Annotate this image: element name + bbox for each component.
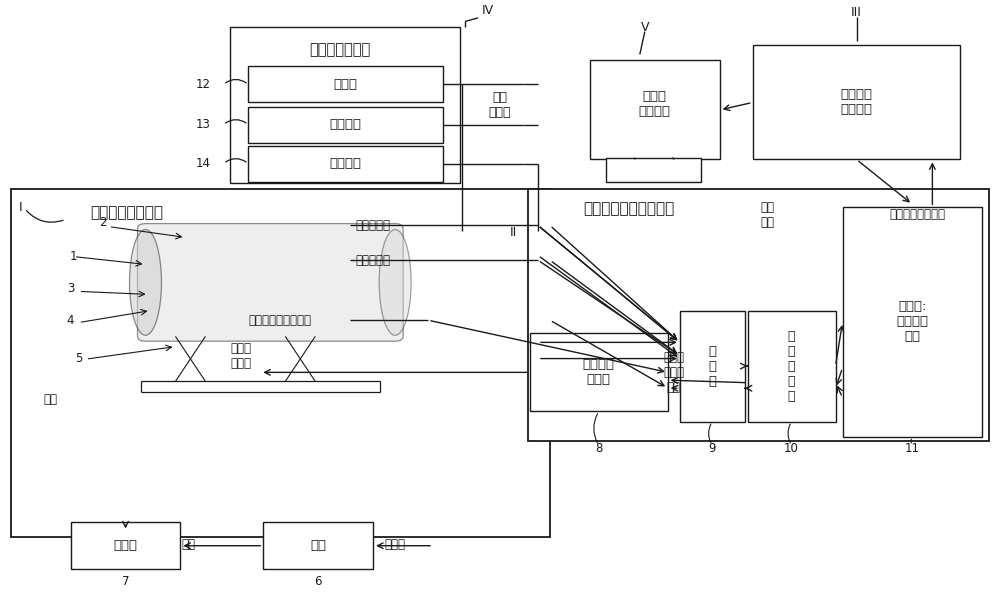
Text: 油源: 油源 <box>310 539 326 552</box>
Text: 数据
上传: 数据 上传 <box>761 201 775 228</box>
Ellipse shape <box>130 230 161 335</box>
Text: II: II <box>510 226 517 239</box>
FancyBboxPatch shape <box>606 158 701 182</box>
Text: 1: 1 <box>70 250 77 263</box>
Text: 数
据
采
集
卡: 数 据 采 集 卡 <box>788 330 795 403</box>
FancyBboxPatch shape <box>843 207 982 437</box>
FancyBboxPatch shape <box>11 190 550 538</box>
Text: 油管: 油管 <box>181 538 195 551</box>
Text: 驾驶员
视景系统: 驾驶员 视景系统 <box>639 90 671 118</box>
FancyBboxPatch shape <box>530 333 668 411</box>
Text: 5: 5 <box>75 352 82 365</box>
Text: 操纵
信号线: 操纵 信号线 <box>489 91 511 120</box>
Text: 分油器: 分油器 <box>114 539 138 552</box>
Text: 6: 6 <box>315 574 322 588</box>
Text: 三向力传感器力信号: 三向力传感器力信号 <box>248 313 311 327</box>
Text: 9: 9 <box>708 442 716 455</box>
FancyBboxPatch shape <box>753 45 960 159</box>
Text: 11: 11 <box>905 442 920 455</box>
Text: 方向盘: 方向盘 <box>334 78 358 91</box>
Text: V: V <box>641 21 649 34</box>
Text: 7: 7 <box>122 574 129 588</box>
Text: 液位计信号: 液位计信号 <box>355 219 390 232</box>
FancyBboxPatch shape <box>748 310 836 422</box>
Text: 接
线
盒: 接 线 盒 <box>708 344 716 388</box>
Text: 油管: 油管 <box>44 393 58 406</box>
Ellipse shape <box>379 230 411 335</box>
Text: 13: 13 <box>196 118 210 131</box>
FancyBboxPatch shape <box>263 522 373 569</box>
FancyBboxPatch shape <box>528 190 989 442</box>
Text: 人机交互
调试平台: 人机交互 调试平台 <box>841 88 873 117</box>
Text: 14: 14 <box>195 157 210 170</box>
Text: 控制线: 控制线 <box>385 538 406 551</box>
Text: 驾驶员操纵装置: 驾驶员操纵装置 <box>310 42 371 57</box>
FancyBboxPatch shape <box>71 522 180 569</box>
Text: 油门踏板: 油门踏板 <box>330 157 362 170</box>
Text: 4: 4 <box>67 313 74 327</box>
Text: IV: IV <box>482 4 494 17</box>
Text: III: III <box>851 6 862 19</box>
Text: 12: 12 <box>195 78 210 91</box>
FancyBboxPatch shape <box>230 27 460 184</box>
Text: 液罐车辆实时仿真平台: 液罐车辆实时仿真平台 <box>583 201 674 216</box>
Text: 工控机:
实时仿真
平台: 工控机: 实时仿真 平台 <box>896 300 928 344</box>
Text: 伺服阀
控制线: 伺服阀 控制线 <box>230 342 251 370</box>
Text: 作动器
伸长量
信号: 作动器 伸长量 信号 <box>663 351 684 394</box>
Text: 实时计算程序发送: 实时计算程序发送 <box>889 208 945 221</box>
Text: 8: 8 <box>595 442 603 455</box>
FancyBboxPatch shape <box>248 146 443 182</box>
FancyBboxPatch shape <box>590 60 720 159</box>
FancyBboxPatch shape <box>248 66 443 103</box>
Text: 缩比液罐运动平台: 缩比液罐运动平台 <box>91 205 164 220</box>
FancyBboxPatch shape <box>138 223 403 341</box>
Text: 液压信号线: 液压信号线 <box>355 254 390 267</box>
Text: I: I <box>19 201 22 214</box>
Text: 2: 2 <box>99 216 106 229</box>
FancyBboxPatch shape <box>680 310 745 422</box>
Text: 10: 10 <box>784 442 799 455</box>
Text: 3: 3 <box>67 283 74 295</box>
Text: 制动踏板: 制动踏板 <box>330 118 362 131</box>
Text: 运动平台
控制器: 运动平台 控制器 <box>583 358 615 387</box>
FancyBboxPatch shape <box>248 107 443 143</box>
